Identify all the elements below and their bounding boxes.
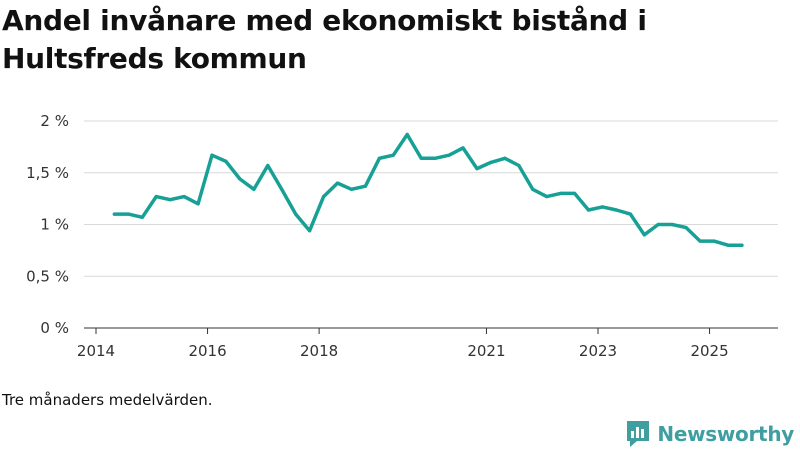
data-point <box>545 194 549 199</box>
data-point <box>503 156 507 160</box>
y-tick-label: 0 % <box>40 319 69 337</box>
y-tick-label: 1,5 % <box>26 164 69 182</box>
data-point <box>321 194 326 199</box>
data-point <box>182 194 186 199</box>
data-point <box>294 212 298 216</box>
line-chart: 0 % 0,5 % 1 % 1,5 % 2 % 2014 2016 2018 2021 2023… <box>26 112 778 360</box>
data-point <box>391 153 395 157</box>
data-point <box>126 212 130 216</box>
data-point <box>112 212 117 216</box>
data-point <box>586 208 591 212</box>
data-point <box>252 187 256 191</box>
newsworthy-logo-icon <box>627 421 650 447</box>
brand-logo: Newsworthy <box>625 418 794 450</box>
data-point <box>349 187 354 191</box>
x-tick-label: 2014 <box>77 342 115 360</box>
data-point <box>628 212 632 216</box>
data-point <box>238 177 242 181</box>
data-point <box>572 191 577 196</box>
series-line-0 <box>112 132 744 247</box>
data-point <box>489 160 493 164</box>
data-point <box>266 163 270 168</box>
x-tick-label: 2023 <box>579 342 617 360</box>
data-point <box>600 205 605 209</box>
data-point <box>642 233 646 237</box>
data-point <box>614 208 619 212</box>
data-point <box>447 153 451 157</box>
data-point <box>670 222 674 227</box>
data-point <box>726 243 730 247</box>
x-tick-label: 2021 <box>467 342 505 360</box>
data-point <box>210 153 214 157</box>
data-point <box>684 226 688 230</box>
chart-title: Andel invånare med ekonomiskt bistånd i … <box>2 4 647 75</box>
data-point <box>224 159 228 163</box>
data-point <box>656 222 660 227</box>
x-tick-label: 2025 <box>690 342 728 360</box>
data-point <box>461 146 465 150</box>
brand-name: Newsworthy <box>657 422 794 446</box>
data-point <box>517 163 521 168</box>
data-point <box>531 187 535 191</box>
data-point <box>698 239 702 243</box>
data-point <box>377 156 381 160</box>
data-point <box>335 181 340 185</box>
y-tick-label: 1 % <box>40 216 69 234</box>
data-point <box>740 243 744 247</box>
data-point <box>154 194 158 199</box>
data-point <box>168 198 172 202</box>
x-tick-label: 2016 <box>188 342 226 360</box>
data-point <box>433 156 437 160</box>
data-point <box>280 187 284 191</box>
data-point <box>308 229 312 233</box>
data-point <box>559 191 563 196</box>
chart-caption: Tre månaders medelvärden. <box>2 391 213 409</box>
x-tick-label: 2018 <box>300 342 338 360</box>
y-axis-tick-labels: 0 % 0,5 % 1 % 1,5 % 2 % <box>26 112 69 337</box>
y-tick-label: 2 % <box>40 112 69 130</box>
data-point <box>363 184 368 188</box>
data-point <box>405 132 409 137</box>
data-point <box>712 239 716 243</box>
x-axis-ticks: 2014 2016 2018 2021 2023 2025 <box>77 328 729 360</box>
series-layer <box>112 132 744 247</box>
y-tick-label: 0,5 % <box>26 267 69 285</box>
data-point <box>140 215 144 219</box>
data-point <box>196 202 200 206</box>
data-point <box>475 167 479 171</box>
data-point <box>419 156 423 160</box>
